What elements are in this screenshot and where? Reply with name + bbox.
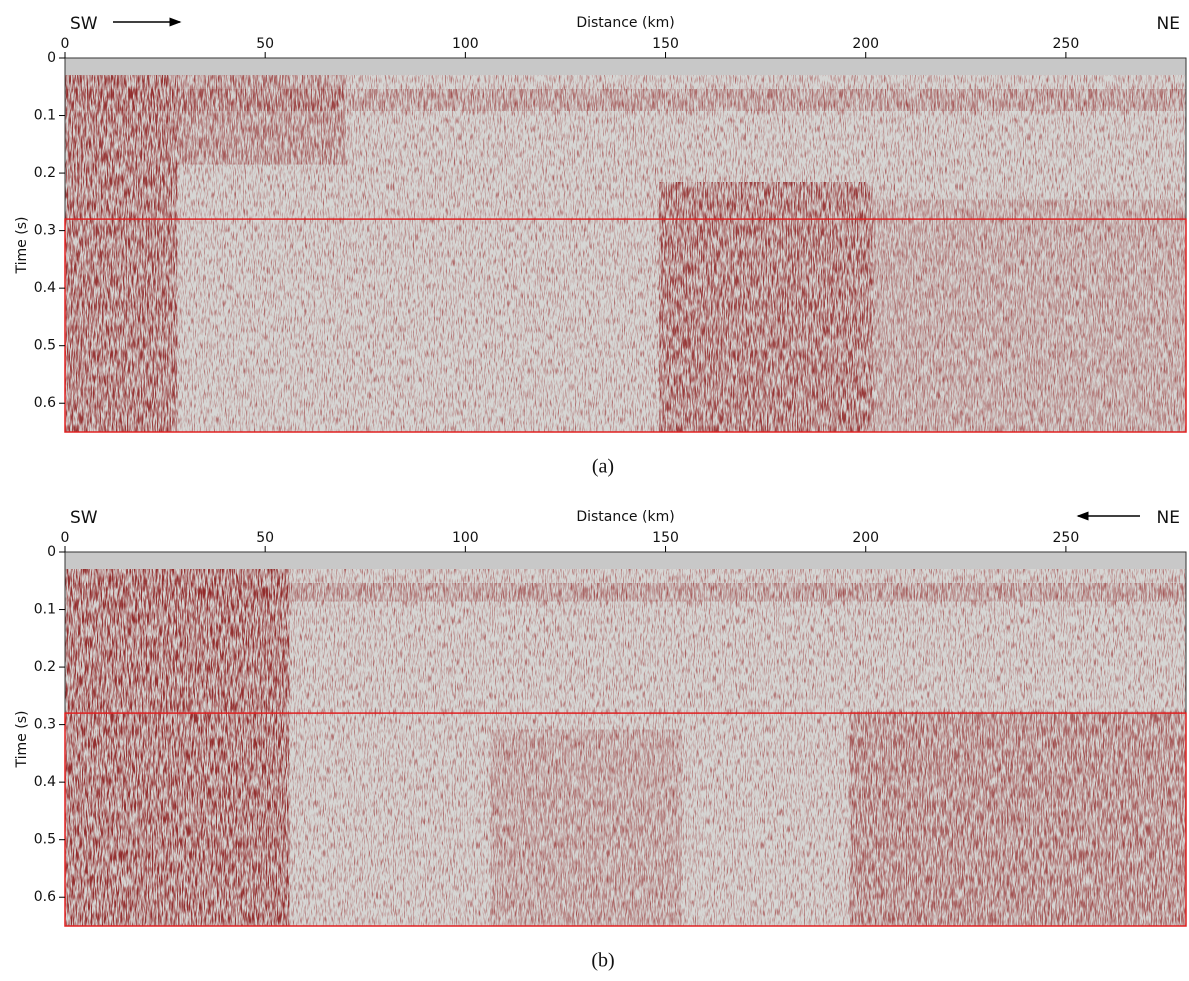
y-tick-label: 0.2 xyxy=(34,165,56,181)
y-tick-label: 0.1 xyxy=(34,108,56,124)
x-tick-label: 200 xyxy=(852,530,879,546)
y-tick-label: 0.3 xyxy=(34,223,56,239)
x-tick-label: 150 xyxy=(652,530,679,546)
y-tick-label: 0.5 xyxy=(34,832,56,848)
y-tick-label: 0 xyxy=(47,50,56,66)
section-dark-zone xyxy=(659,182,873,432)
y-tick-label: 0.6 xyxy=(34,889,56,905)
y-axis-label: Time (s) xyxy=(14,711,30,769)
direction-label: NE xyxy=(1157,14,1180,34)
x-tick-label: 200 xyxy=(852,36,879,52)
x-tick-label: 0 xyxy=(61,36,70,52)
y-tick-label: 0 xyxy=(47,544,56,560)
x-tick-label: 50 xyxy=(256,36,274,52)
x-tick-label: 150 xyxy=(652,36,679,52)
caption: (b) xyxy=(591,950,614,972)
section-dark-zone xyxy=(849,711,1186,926)
y-tick-label: 0.4 xyxy=(34,774,56,790)
x-tick-label: 250 xyxy=(1053,530,1080,546)
y-tick-label: 0.6 xyxy=(34,395,56,411)
y-axis-label: Time (s) xyxy=(14,217,30,275)
section-dark-zone xyxy=(65,569,290,926)
section-dark-zone xyxy=(872,199,1186,432)
section-dark-zone xyxy=(65,583,1186,602)
caption: (a) xyxy=(592,456,614,478)
y-tick-label: 0.2 xyxy=(34,659,56,675)
x-tick-label: 0 xyxy=(61,530,70,546)
x-tick-label: 100 xyxy=(452,36,479,52)
y-tick-label: 0.4 xyxy=(34,280,56,296)
direction-label: SW xyxy=(70,14,98,34)
direction-label: NE xyxy=(1157,508,1180,528)
no-data-band xyxy=(65,552,1186,569)
section-dark-zone xyxy=(65,75,178,432)
section-dark-zone xyxy=(65,89,1186,111)
no-data-band xyxy=(65,58,1186,75)
x-axis-label: Distance (km) xyxy=(576,15,674,31)
section-dark-zone xyxy=(490,729,682,926)
y-tick-label: 0.3 xyxy=(34,717,56,733)
direction-label: SW xyxy=(70,508,98,528)
x-tick-label: 100 xyxy=(452,530,479,546)
seismic-section xyxy=(65,58,1186,432)
highlight-box xyxy=(64,218,1187,433)
x-tick-label: 250 xyxy=(1053,36,1080,52)
y-tick-label: 0.5 xyxy=(34,338,56,354)
seismic-section xyxy=(65,552,1186,926)
y-tick-label: 0.1 xyxy=(34,602,56,618)
highlight-box xyxy=(64,712,1187,927)
section-dark-zone xyxy=(177,75,346,165)
x-axis-label: Distance (km) xyxy=(576,509,674,525)
x-tick-label: 50 xyxy=(256,530,274,546)
